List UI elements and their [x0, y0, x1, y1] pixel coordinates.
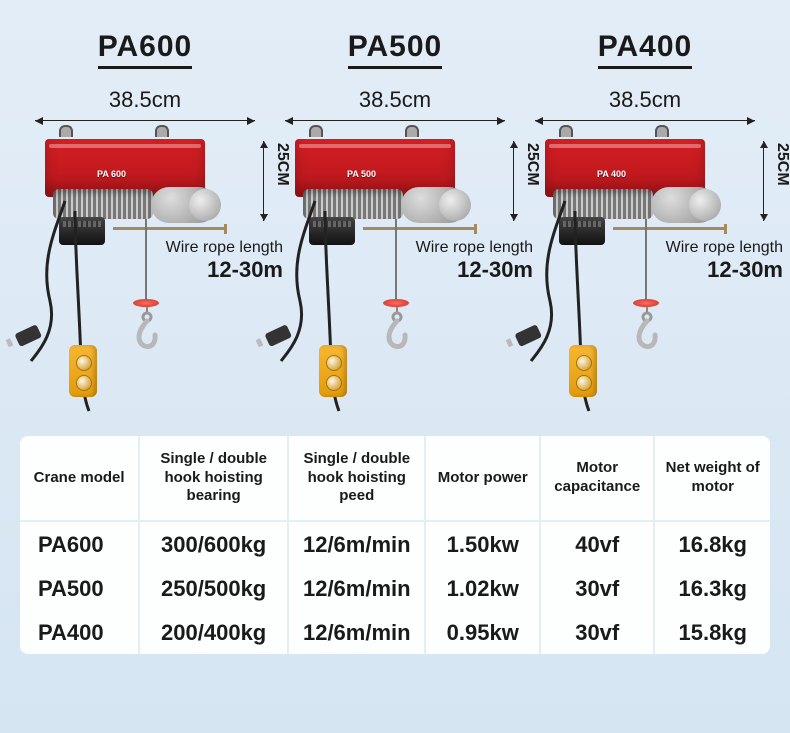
table-column-header: Net weight of motor: [655, 436, 770, 520]
pendant-control-icon: [319, 345, 347, 397]
height-arrow-icon: [253, 141, 273, 221]
product-card: PA500 38.5cm PA 500 25CM Wire rope l: [275, 30, 515, 430]
clamp-icon: [559, 125, 573, 137]
table-cell: 15.8kg: [655, 610, 770, 654]
table-row: PA600300/600kg12/6m/min1.50kw40vf16.8kg: [20, 522, 770, 566]
hook-icon: [633, 307, 661, 351]
table-cell: 0.95kw: [426, 610, 541, 654]
table-column-header: Single / double hook hoisting peed: [289, 436, 426, 520]
rail-icon: [613, 227, 727, 230]
pendant-control-icon: [569, 345, 597, 397]
table-cell: 1.50kw: [426, 522, 541, 566]
device-illustration: PA 600 25CM Wire rope length 12-30m: [25, 131, 265, 411]
rope-length-text: Wire rope length: [113, 239, 283, 257]
rope-length-label: Wire rope length 12-30m: [613, 239, 783, 283]
rope-length-text: Wire rope length: [363, 239, 533, 257]
table-cell: 40vf: [541, 522, 656, 566]
table-cell: PA600: [20, 522, 140, 566]
rope-length-value: 12-30m: [613, 257, 783, 283]
table-cell: 16.8kg: [655, 522, 770, 566]
table-cell: 30vf: [541, 610, 656, 654]
width-label: 38.5cm: [525, 87, 765, 113]
clamp-icon: [405, 125, 419, 137]
table-body: PA600300/600kg12/6m/min1.50kw40vf16.8kgP…: [20, 522, 770, 654]
width-arrow-icon: [535, 117, 755, 125]
hoist-body-label: PA 400: [597, 169, 626, 179]
hook-icon: [383, 307, 411, 351]
rope-length-value: 12-30m: [363, 257, 533, 283]
rail-icon: [363, 227, 477, 230]
motor-icon: [401, 187, 467, 223]
clamp-icon: [59, 125, 73, 137]
motor-icon: [651, 187, 717, 223]
table-cell: 250/500kg: [140, 566, 289, 610]
width-label: 38.5cm: [275, 87, 515, 113]
product-card: PA400 38.5cm PA 400 25CM Wire rope l: [525, 30, 765, 430]
table-row: PA500250/500kg12/6m/min1.02kw30vf16.3kg: [20, 566, 770, 610]
products-row: PA600 38.5cm PA 600 25CM Wire rope l: [0, 0, 790, 430]
rope-length-label: Wire rope length 12-30m: [113, 239, 283, 283]
table-cell: 30vf: [541, 566, 656, 610]
hoist-body-label: PA 600: [97, 169, 126, 179]
table-cell: 1.02kw: [426, 566, 541, 610]
table-column-header: Motor capacitance: [541, 436, 656, 520]
width-arrow-icon: [35, 117, 255, 125]
table-header: Crane modelSingle / double hook hoisting…: [20, 436, 770, 522]
table-cell: 12/6m/min: [289, 566, 426, 610]
rope-length-value: 12-30m: [113, 257, 283, 283]
spec-table: Crane modelSingle / double hook hoisting…: [20, 436, 770, 654]
model-title: PA400: [598, 30, 693, 69]
device-illustration: PA 400 25CM Wire rope length 12-30m: [525, 131, 765, 411]
height-arrow-icon: [503, 141, 523, 221]
clamp-icon: [309, 125, 323, 137]
clamp-icon: [655, 125, 669, 137]
height-label: 25CM: [773, 143, 790, 186]
table-column-header: Crane model: [20, 436, 140, 520]
device-illustration: PA 500 25CM Wire rope length 12-30m: [275, 131, 515, 411]
clamp-icon: [155, 125, 169, 137]
hook-icon: [133, 307, 161, 351]
table-cell: 300/600kg: [140, 522, 289, 566]
table-cell: 12/6m/min: [289, 610, 426, 654]
height-arrow-icon: [753, 141, 773, 221]
table-cell: PA400: [20, 610, 140, 654]
table-column-header: Motor power: [426, 436, 541, 520]
table-row: PA400200/400kg12/6m/min0.95kw30vf15.8kg: [20, 610, 770, 654]
rope-stopper-icon: [383, 299, 409, 307]
width-label: 38.5cm: [25, 87, 265, 113]
rope-length-text: Wire rope length: [613, 239, 783, 257]
rope-stopper-icon: [633, 299, 659, 307]
model-title: PA500: [348, 30, 443, 69]
table-cell: PA500: [20, 566, 140, 610]
model-title: PA600: [98, 30, 193, 69]
table-cell: 200/400kg: [140, 610, 289, 654]
rope-stopper-icon: [133, 299, 159, 307]
table-cell: 12/6m/min: [289, 522, 426, 566]
table-cell: 16.3kg: [655, 566, 770, 610]
table-column-header: Single / double hook hoisting bearing: [140, 436, 289, 520]
hoist-body-label: PA 500: [347, 169, 376, 179]
width-arrow-icon: [285, 117, 505, 125]
motor-icon: [151, 187, 217, 223]
product-card: PA600 38.5cm PA 600 25CM Wire rope l: [25, 30, 265, 430]
rail-icon: [113, 227, 227, 230]
rope-length-label: Wire rope length 12-30m: [363, 239, 533, 283]
pendant-control-icon: [69, 345, 97, 397]
